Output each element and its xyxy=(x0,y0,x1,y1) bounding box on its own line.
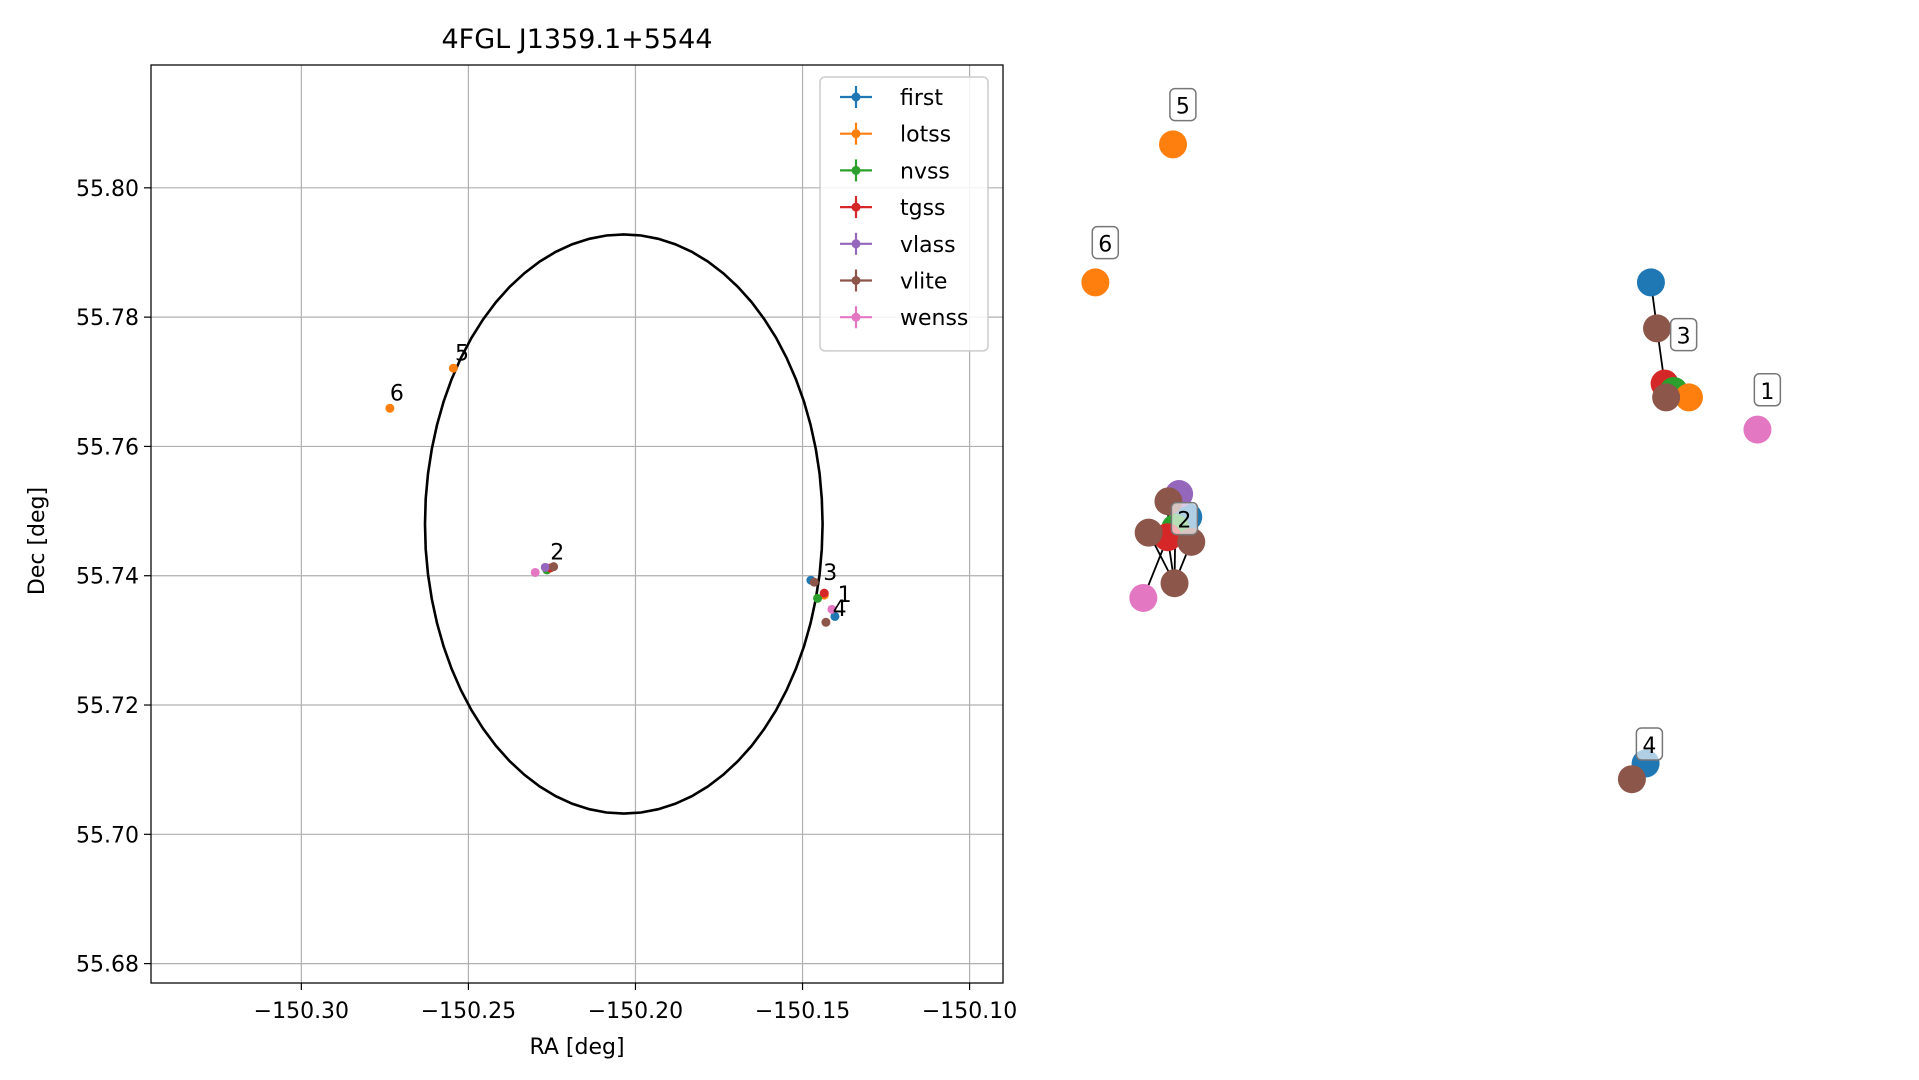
point-annotation: 3 xyxy=(823,561,837,586)
x-tick-label: −150.15 xyxy=(755,999,850,1024)
graph-label-box xyxy=(1669,317,1698,352)
legend-entry-tgss: tgss xyxy=(840,196,946,221)
graph-label-box xyxy=(1635,727,1664,761)
data-point-vlite xyxy=(549,562,559,572)
graph-node xyxy=(1743,415,1772,444)
legend-entry-wenss: wenss xyxy=(840,306,968,331)
legend-marker-dot xyxy=(851,276,861,285)
y-tick-label: 55.74 xyxy=(76,565,139,590)
data-point-vlite xyxy=(809,577,819,587)
y-axis-label: Dec [deg] xyxy=(25,487,50,595)
legend-label: vlite xyxy=(900,270,947,295)
data-point-vlite xyxy=(821,617,831,627)
graph-label-text: 2 xyxy=(1177,509,1191,534)
x-tick-label: −150.20 xyxy=(588,999,683,1024)
graph-node xyxy=(1081,268,1110,297)
x-tick-label: −150.30 xyxy=(254,999,349,1024)
legend-entry-vlass: vlass xyxy=(840,232,956,258)
chart-title: 4FGL J1359.1+5544 xyxy=(441,24,712,55)
legend-label: tgss xyxy=(900,196,946,221)
legend-marker-dot xyxy=(851,202,861,212)
y-tick-label: 55.78 xyxy=(76,306,139,331)
data-point-wenss xyxy=(530,567,540,577)
network-graph: 1 2 3 4 5 6 xyxy=(1081,87,1782,794)
y-tick-label: 55.80 xyxy=(76,177,139,202)
graph-node xyxy=(1129,583,1158,612)
graph-label-box xyxy=(1170,501,1199,536)
graph-label-box xyxy=(1169,87,1197,122)
legend-label: lotss xyxy=(900,123,951,148)
graph-node xyxy=(1674,383,1703,412)
data-point-nvss xyxy=(813,593,823,603)
graph-label-box xyxy=(1753,373,1782,407)
legend-marker-dot xyxy=(851,165,861,175)
point-annotation: 1 xyxy=(838,583,852,608)
point-annotation: 5 xyxy=(455,341,469,366)
data-point-lotss xyxy=(385,403,395,413)
data-point-wenss xyxy=(827,604,837,614)
graph-label-text: 1 xyxy=(1760,380,1774,405)
graph-label: 5 xyxy=(1169,87,1197,122)
y-tick-label: 55.68 xyxy=(76,953,139,978)
legend-label: first xyxy=(900,86,943,111)
legend-marker-dot xyxy=(851,129,861,139)
legend-box xyxy=(819,76,989,352)
graph-node xyxy=(1160,569,1189,598)
legend-label: nvss xyxy=(900,159,950,184)
data-point-vlass xyxy=(540,562,550,572)
graph-label: 6 xyxy=(1091,225,1120,260)
graph-node xyxy=(1652,383,1681,412)
point-annotation: 4 xyxy=(833,597,847,622)
graph-node xyxy=(1643,314,1672,343)
y-tick-label: 55.72 xyxy=(76,694,139,719)
axis-ticks: −150.30 −150.25 −150.20 −150.15 −150.10 55.68… xyxy=(76,177,1017,1024)
graph-label: 2 xyxy=(1170,501,1199,536)
legend-marker-dot xyxy=(851,92,861,102)
data-point-lotss xyxy=(448,363,458,373)
legend-marker-dot xyxy=(851,312,861,322)
graph-label: 3 xyxy=(1669,317,1698,352)
graph-label-text: 3 xyxy=(1677,325,1691,350)
point-annotation: 6 xyxy=(390,382,404,407)
legend-entry-lotss: lotss xyxy=(840,122,951,148)
graph-node xyxy=(1159,130,1188,159)
point-annotation: 2 xyxy=(550,541,564,566)
legend-label: wenss xyxy=(900,306,968,331)
x-tick-label: −150.10 xyxy=(922,999,1017,1024)
x-axis-label: RA [deg] xyxy=(529,1035,624,1060)
graph-label-text: 5 xyxy=(1176,95,1190,120)
graph-node xyxy=(1636,268,1665,297)
y-tick-label: 55.70 xyxy=(76,823,139,848)
legend-label: vlass xyxy=(900,233,956,258)
x-tick-label: −150.25 xyxy=(421,999,516,1024)
legend: first lotss nvss tgss vlass vlite wenss xyxy=(819,76,989,352)
error-ellipse xyxy=(423,233,824,815)
data-points xyxy=(385,363,840,627)
axes-frame xyxy=(150,64,1004,984)
point-annotations: 1 2 3 4 5 6 xyxy=(390,341,852,621)
legend-entry-nvss: nvss xyxy=(840,159,950,184)
graph-node xyxy=(1134,518,1163,547)
ellipse-outline xyxy=(423,233,824,815)
y-tick-label: 55.76 xyxy=(76,435,139,460)
data-point-first xyxy=(830,611,840,621)
graph-node xyxy=(1617,765,1646,794)
graph-label-text: 4 xyxy=(1642,734,1656,759)
graph-labels: 1 2 3 4 5 6 xyxy=(1091,87,1782,761)
legend-entry-vlite: vlite xyxy=(840,269,947,295)
graph-label: 1 xyxy=(1753,373,1782,407)
data-point-tgss xyxy=(819,588,829,598)
graph-label-box xyxy=(1091,225,1120,260)
legend-entry-first: first xyxy=(840,86,943,111)
legend-marker-dot xyxy=(851,239,861,249)
graph-label-text: 6 xyxy=(1098,233,1112,258)
graph-label: 4 xyxy=(1635,727,1664,761)
